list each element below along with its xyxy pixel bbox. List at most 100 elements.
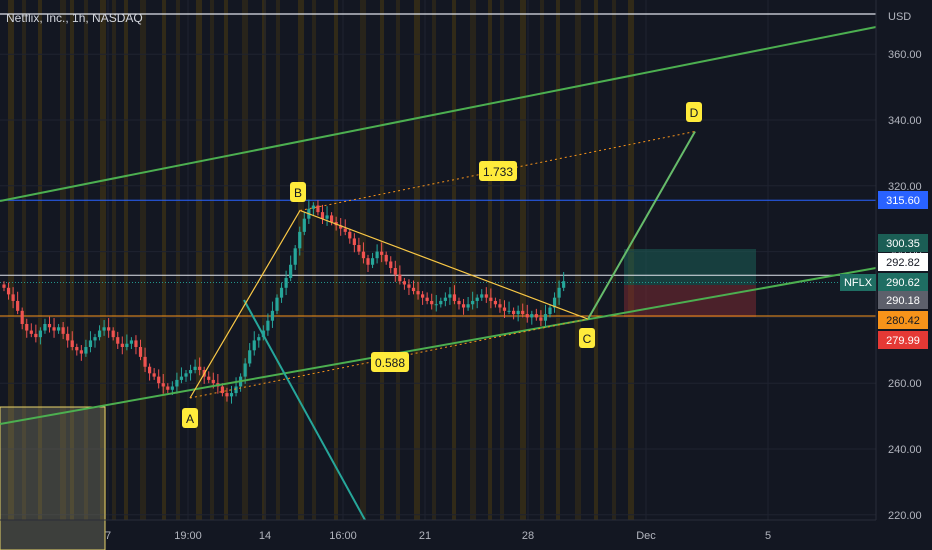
session-band: [8, 0, 14, 520]
session-band: [210, 0, 214, 520]
candle-body: [507, 310, 511, 312]
candle-body: [339, 225, 343, 229]
candle-body: [543, 314, 548, 321]
session-band: [500, 0, 504, 520]
candle-body: [93, 337, 97, 341]
x-tick-label: 16:00: [329, 530, 357, 542]
candle-body: [270, 310, 275, 321]
candle-body: [16, 300, 20, 311]
session-band: [520, 0, 526, 520]
x-tick-label: Dec: [636, 530, 656, 542]
price-tag-stop: 279.99: [878, 331, 928, 349]
session-band: [140, 0, 146, 520]
candle-body: [534, 314, 538, 318]
price-tag-value: 279.99: [886, 335, 920, 347]
currency-label: USD: [888, 11, 911, 23]
candle-body: [512, 310, 516, 315]
candle-body: [357, 245, 361, 252]
x-tick-label: 5: [765, 530, 771, 542]
candle-body: [502, 307, 507, 311]
session-band: [414, 0, 420, 520]
candle-body: [184, 373, 188, 377]
session-band: [176, 0, 180, 520]
candle-body: [325, 215, 329, 219]
point-label-box: [686, 102, 702, 122]
price-tag-box: [878, 273, 928, 291]
price-tag-box: [878, 253, 928, 271]
candle-body: [330, 215, 334, 222]
x-tick-label: 21: [419, 530, 431, 542]
candle-body: [384, 254, 388, 262]
candle-body: [2, 284, 6, 288]
candle-body: [348, 231, 352, 239]
x-tick-label: 19:00: [174, 530, 202, 542]
candle-body: [257, 337, 261, 341]
candle-body: [370, 258, 375, 265]
candle-body: [20, 310, 24, 324]
price-tag-box: [878, 291, 928, 309]
session-band: [276, 0, 280, 520]
price-tag-value: 290.18: [886, 295, 920, 307]
x-tick-label: 7: [105, 530, 111, 542]
candle-body: [361, 251, 366, 259]
candle-body: [525, 314, 529, 318]
candle-body: [25, 323, 29, 331]
teal-ray-line: [243, 299, 366, 521]
candle-body: [207, 376, 211, 380]
point-label-box: [290, 182, 306, 202]
candle-body: [548, 307, 552, 315]
candle-body: [84, 347, 88, 354]
symbol-tag: NFLX: [840, 274, 876, 291]
candle-body: [316, 205, 320, 213]
candle-body: [421, 294, 425, 298]
candle-body: [279, 287, 284, 298]
candle-body: [47, 323, 52, 328]
price-tag-target-box-top: 300.35: [878, 234, 928, 252]
candle-body: [148, 366, 152, 374]
candle-body: [107, 327, 111, 331]
candle-body: [116, 337, 120, 344]
candle-body: [539, 317, 543, 321]
time-axis: 7 19:00 14 16:00 21 28 Dec 5: [0, 519, 876, 542]
candle-body: [480, 294, 484, 298]
candle-body: [198, 366, 202, 371]
candle-body: [120, 343, 124, 348]
session-band: [556, 0, 560, 520]
price-tag-box: [878, 234, 928, 252]
candle-body: [552, 297, 557, 308]
price-tag-line-top: 315.60: [878, 191, 928, 209]
session-band: [262, 0, 266, 520]
highlight-box: [0, 406, 106, 550]
candle-body: [521, 310, 525, 315]
candle-body: [411, 287, 416, 292]
price-tag-value: 300.35: [886, 238, 920, 250]
candle-body: [97, 330, 102, 338]
session-band: [84, 0, 88, 520]
candle-body: [157, 376, 161, 384]
candle-body: [298, 231, 302, 249]
candle-body: [6, 287, 11, 295]
candle-body: [380, 251, 384, 255]
ratio-label-bc: 1.733: [479, 161, 517, 181]
candle-body: [34, 333, 38, 338]
y-tick-label: 320.00: [888, 181, 922, 193]
x-tick-label: 28: [522, 530, 534, 542]
y-tick-label: 260.00: [888, 378, 922, 390]
grid: [0, 0, 876, 520]
candle-body: [493, 300, 497, 305]
price-tag-value: 290.62: [886, 277, 920, 289]
price-tag-value: 292.82: [886, 257, 920, 269]
ratio-label-text: 0.588: [375, 356, 405, 370]
candle-body: [175, 379, 179, 387]
session-band: [594, 0, 598, 520]
candle-body: [407, 284, 411, 288]
candle-body: [320, 212, 325, 219]
channel-upper-line: [0, 26, 877, 202]
session-band: [540, 0, 544, 520]
candle-body: [75, 347, 79, 351]
candle-body: [398, 274, 402, 282]
profit-zone: [624, 249, 756, 285]
candle-body: [111, 330, 115, 338]
candles: [2, 199, 566, 404]
